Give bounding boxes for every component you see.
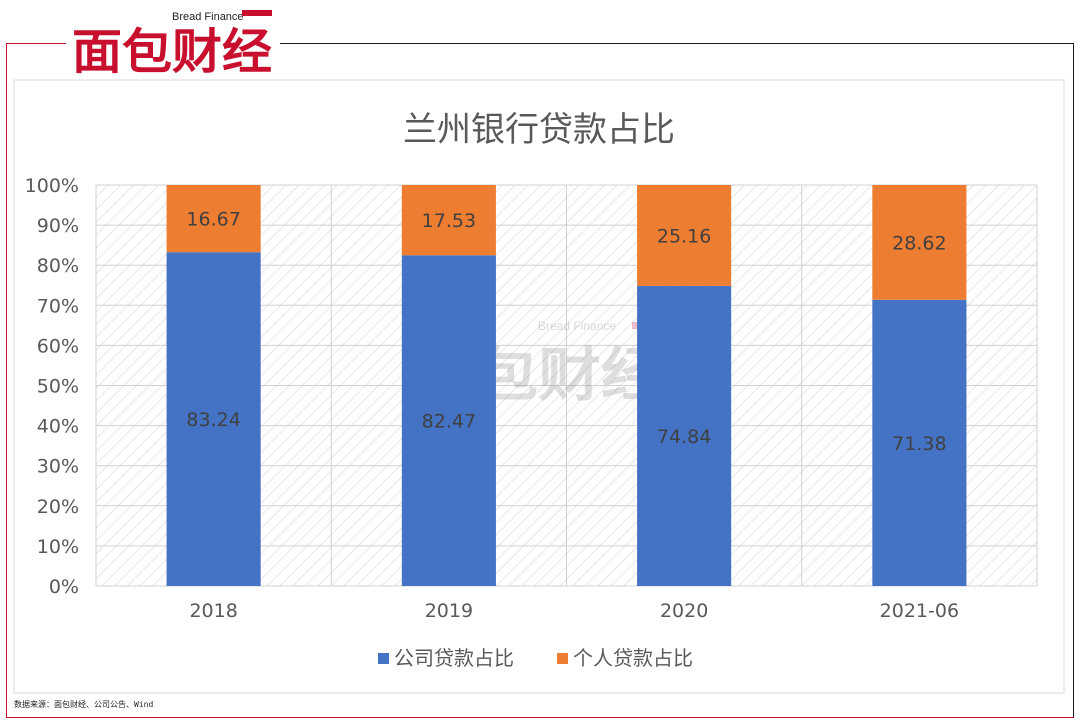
brand-wordmark: 面包财经 <box>72 24 272 74</box>
bar-personal <box>637 185 732 286</box>
page-frame-right <box>1073 43 1074 718</box>
brand-tagline: Bread Finance <box>172 11 244 23</box>
legend-swatch-corporate <box>378 653 389 664</box>
x-tick-label: 2020 <box>660 600 708 622</box>
page-frame-left <box>6 43 7 718</box>
bar-corporate <box>166 252 261 587</box>
bar-corporate <box>637 285 732 586</box>
chart-title: 兰州银行贷款占比 <box>403 110 675 150</box>
bar-personal <box>166 185 261 253</box>
bar-corporate <box>872 299 967 586</box>
data-label: 82.47 <box>422 411 476 433</box>
x-axis: 2018 2019 2020 2021-06 <box>189 600 959 622</box>
y-tick-label: 100% <box>25 175 79 197</box>
x-tick-label: 2021-06 <box>880 600 959 622</box>
data-label: 83.24 <box>186 409 240 431</box>
y-tick-label: 90% <box>37 215 79 237</box>
legend-label-corporate: 公司贷款占比 <box>394 646 514 670</box>
y-tick-label: 70% <box>37 295 79 317</box>
source-note: 数据来源：面包财经、公司公告、Wind <box>14 700 154 709</box>
data-label: 16.67 <box>186 209 240 231</box>
legend: 公司贷款占比 个人贷款占比 <box>378 646 693 670</box>
data-label: 74.84 <box>657 426 711 448</box>
y-tick-label: 0% <box>49 576 79 598</box>
legend-label-personal: 个人贷款占比 <box>573 646 693 670</box>
y-tick-label: 10% <box>37 536 79 558</box>
bars: 83.24 16.67 82.47 17.53 74.84 25.16 71.38 28.62 <box>166 185 967 587</box>
legend-swatch-personal <box>557 653 568 664</box>
y-tick-label: 40% <box>37 416 79 438</box>
y-tick-label: 60% <box>37 335 79 357</box>
y-tick-label: 20% <box>37 496 79 518</box>
y-tick-label: 80% <box>37 255 79 277</box>
x-tick-label: 2019 <box>425 600 473 622</box>
x-tick-label: 2018 <box>189 600 237 622</box>
data-label: 25.16 <box>657 225 711 247</box>
bar-corporate <box>401 255 496 587</box>
page-frame-bottom <box>6 717 1074 718</box>
bar-personal <box>401 185 496 256</box>
y-tick-label: 30% <box>37 456 79 478</box>
data-label: 28.62 <box>892 232 946 254</box>
brand-logo: Bread Finance 面包财经 <box>72 10 272 74</box>
page-frame-top-left <box>6 43 66 44</box>
y-axis: 0% 10% 20% 30% 40% 50% 60% 70% 80% 90% 100% <box>25 175 79 598</box>
page-frame-top-right <box>280 43 1074 44</box>
data-label: 17.53 <box>422 210 476 232</box>
bar-personal <box>872 185 967 300</box>
watermark-tagline: Bread Finance <box>538 319 616 333</box>
data-label: 71.38 <box>892 433 946 455</box>
y-tick-label: 50% <box>37 376 79 398</box>
brand-accent-stripe <box>242 10 272 16</box>
